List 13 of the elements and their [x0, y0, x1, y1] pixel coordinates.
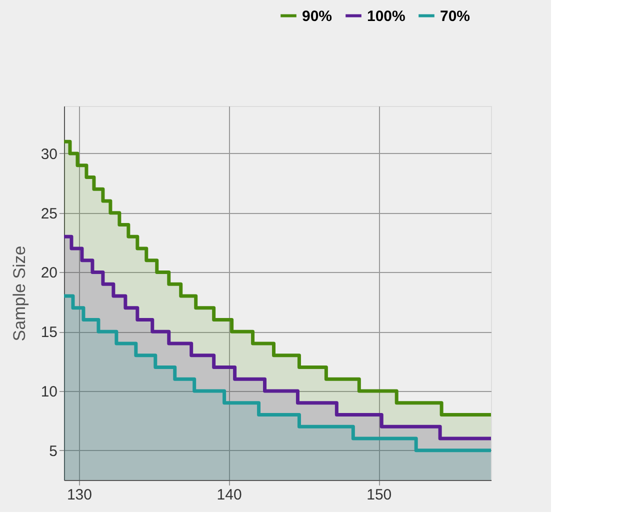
y-tick-label: 15: [40, 324, 58, 342]
y-tick-label: 20: [40, 264, 58, 282]
y-tick-label: 10: [40, 383, 58, 400]
x-tick-label: 140: [216, 486, 242, 504]
legend-label: 90%: [302, 8, 332, 25]
legend-label: 70%: [440, 8, 470, 25]
y-tick-label: 5: [49, 442, 58, 460]
x-tick-label: 130: [66, 486, 92, 504]
legend-label: 100%: [367, 8, 406, 25]
x-tick-label: 150: [366, 486, 392, 504]
y-tick-label: 30: [40, 146, 58, 163]
y-axis-title: Sample Size: [10, 246, 29, 342]
y-tick-label: 25: [40, 205, 58, 222]
